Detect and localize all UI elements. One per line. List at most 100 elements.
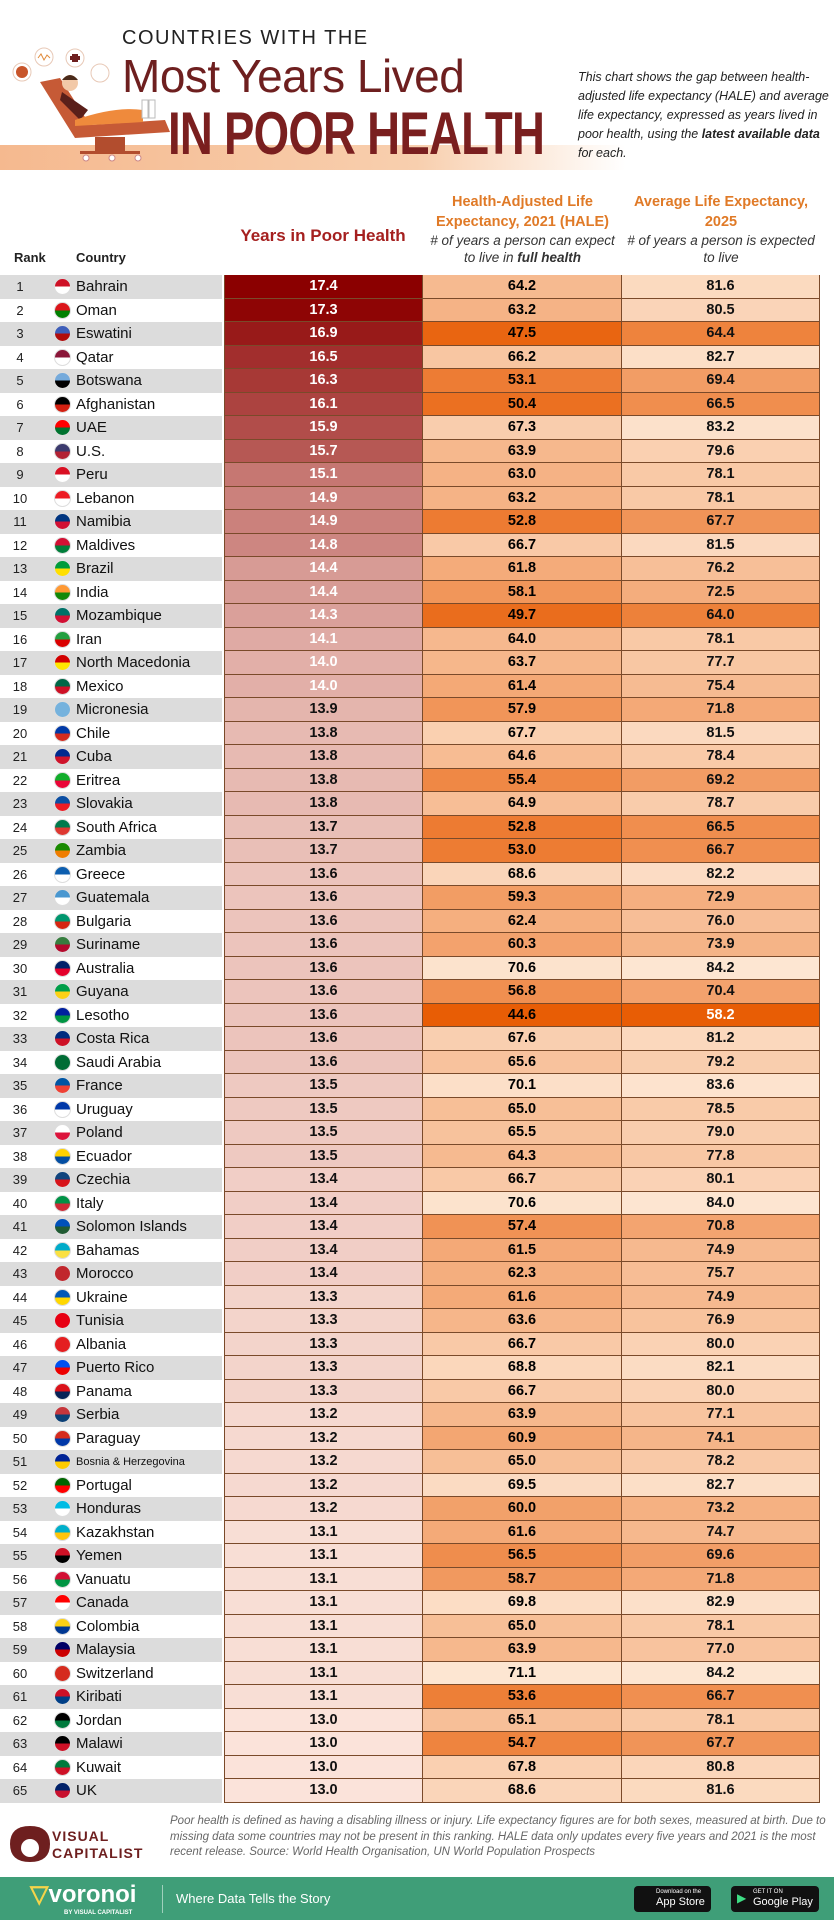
country-name: Lesotho xyxy=(76,1006,130,1024)
table-row: 25 Zambia 13.7 53.0 66.7 xyxy=(0,839,834,863)
life-expectancy-cell: 74.7 xyxy=(622,1520,820,1544)
years-poor-health-cell: 13.1 xyxy=(224,1685,423,1709)
rank: 40 xyxy=(12,1195,28,1211)
flag-icon xyxy=(54,442,71,460)
hale-cell: 65.0 xyxy=(423,1450,622,1474)
years-poor-health-cell: 13.1 xyxy=(224,1520,423,1544)
rank: 63 xyxy=(12,1736,28,1751)
years-poor-health-cell: 13.3 xyxy=(224,1356,423,1380)
table-row: 1 Bahrain 17.4 64.2 81.6 xyxy=(0,275,834,299)
life-expectancy-cell: 79.0 xyxy=(622,1121,820,1145)
rank: 64 xyxy=(12,1759,28,1775)
flag-icon xyxy=(54,325,71,342)
life-expectancy-cell: 70.4 xyxy=(622,980,820,1004)
life-expectancy-cell: 66.7 xyxy=(622,1685,820,1709)
years-poor-health-cell: 13.0 xyxy=(224,1755,423,1779)
years-poor-health-cell: 16.5 xyxy=(224,345,423,369)
country-name: France xyxy=(76,1077,123,1094)
divider xyxy=(162,1885,163,1913)
country-name: Portugal xyxy=(76,1476,132,1494)
table-row: 63 Malawi 13.0 54.7 67.7 xyxy=(0,1732,834,1756)
le-subtitle: # of years a person is expected to live xyxy=(627,233,815,265)
years-poor-health-cell: 13.6 xyxy=(224,933,423,957)
table-row: 2 Oman 17.3 63.2 80.5 xyxy=(0,298,834,322)
table-row: 53 Honduras 13.2 60.0 73.2 xyxy=(0,1497,834,1521)
rank: 41 xyxy=(12,1219,28,1234)
country-name: Oman xyxy=(76,301,117,319)
country-name: Greece xyxy=(76,865,126,883)
flag-icon xyxy=(54,1500,71,1517)
flag-icon xyxy=(54,1547,71,1564)
country-name: Puerto Rico xyxy=(76,1359,155,1376)
years-poor-health-cell: 13.8 xyxy=(224,721,423,745)
rank: 58 xyxy=(12,1618,28,1634)
country-name: Vanuatu xyxy=(76,1570,131,1588)
flag-icon xyxy=(54,395,71,413)
life-expectancy-cell: 83.6 xyxy=(622,1074,820,1098)
rank: 47 xyxy=(12,1360,28,1375)
years-poor-health-cell: 14.9 xyxy=(224,510,423,534)
life-expectancy-cell: 77.7 xyxy=(622,651,820,675)
flag-icon xyxy=(54,1406,71,1423)
life-expectancy-cell: 66.5 xyxy=(622,815,820,839)
country-name: Morocco xyxy=(76,1265,134,1282)
table-row: 59 Malaysia 13.1 63.9 77.0 xyxy=(0,1638,834,1662)
google-play-button[interactable]: ▶ GET IT ON Google Play xyxy=(731,1886,819,1912)
years-poor-health-cell: 13.0 xyxy=(224,1779,423,1803)
years-poor-health-cell: 17.3 xyxy=(224,298,423,322)
voronoi-logo[interactable]: ▽voronoi xyxy=(30,1882,136,1908)
years-poor-health-cell: 13.1 xyxy=(224,1544,423,1568)
play-icon: ▶ xyxy=(737,1891,747,1905)
flag-icon xyxy=(54,607,71,624)
table-row: 16 Iran 14.1 64.0 78.1 xyxy=(0,627,834,651)
flag-icon xyxy=(54,724,71,742)
hale-cell: 53.1 xyxy=(423,369,622,393)
years-poor-health-cell: 13.0 xyxy=(224,1732,423,1756)
flag-icon xyxy=(54,959,71,977)
country-name: Bahrain xyxy=(76,278,128,295)
flag-icon xyxy=(54,1077,71,1094)
rank: 24 xyxy=(12,819,28,835)
table-row: 55 Yemen 13.1 56.5 69.6 xyxy=(0,1544,834,1568)
hale-cell: 70.6 xyxy=(423,1191,622,1215)
life-expectancy-cell: 80.0 xyxy=(622,1332,820,1356)
rank: 60 xyxy=(12,1665,28,1681)
table-row: 46 Albania 13.3 66.7 80.0 xyxy=(0,1332,834,1356)
rank: 37 xyxy=(12,1125,28,1140)
life-expectancy-cell: 74.1 xyxy=(622,1426,820,1450)
header-hale: Health-Adjusted Life Expectancy, 2021 (H… xyxy=(423,192,622,266)
table-row: 60 Switzerland 13.1 71.1 84.2 xyxy=(0,1661,834,1685)
table-row: 4 Qatar 16.5 66.2 82.7 xyxy=(0,345,834,369)
life-expectancy-cell: 77.1 xyxy=(622,1403,820,1427)
table-row: 45 Tunisia 13.3 63.6 76.9 xyxy=(0,1309,834,1333)
life-expectancy-cell: 81.6 xyxy=(622,275,820,299)
hale-cell: 63.9 xyxy=(423,439,622,463)
flag-icon xyxy=(54,1359,71,1376)
country-name: U.S. xyxy=(76,442,106,460)
table-row: 57 Canada 13.1 69.8 82.9 xyxy=(0,1591,834,1615)
country-name: Malaysia xyxy=(76,1641,136,1658)
country-name: Kiribati xyxy=(76,1688,122,1705)
flag-icon xyxy=(54,889,71,906)
hale-cell: 64.2 xyxy=(423,275,622,299)
flag-icon xyxy=(54,348,71,366)
description-end: for each. xyxy=(578,146,627,160)
flag-icon xyxy=(54,936,71,953)
country-name: South Africa xyxy=(76,818,157,836)
app-store-button[interactable]: Download on the App Store xyxy=(634,1886,711,1912)
flag-icon xyxy=(54,1006,71,1024)
country-name: Peru xyxy=(76,466,108,483)
hale-cell: 57.4 xyxy=(423,1215,622,1239)
hale-cell: 67.8 xyxy=(423,1755,622,1779)
hale-cell: 58.7 xyxy=(423,1567,622,1591)
country-name: Guyana xyxy=(76,983,129,1000)
hale-cell: 59.3 xyxy=(423,886,622,910)
hale-cell: 58.1 xyxy=(423,580,622,604)
rank: 2 xyxy=(16,302,24,318)
hale-cell: 70.1 xyxy=(423,1074,622,1098)
table-row: 48 Panama 13.3 66.7 80.0 xyxy=(0,1379,834,1403)
flag-icon xyxy=(54,1171,71,1188)
flag-icon xyxy=(54,748,71,765)
rank: 12 xyxy=(12,537,28,553)
vc-line1: VISUAL xyxy=(52,1828,110,1844)
